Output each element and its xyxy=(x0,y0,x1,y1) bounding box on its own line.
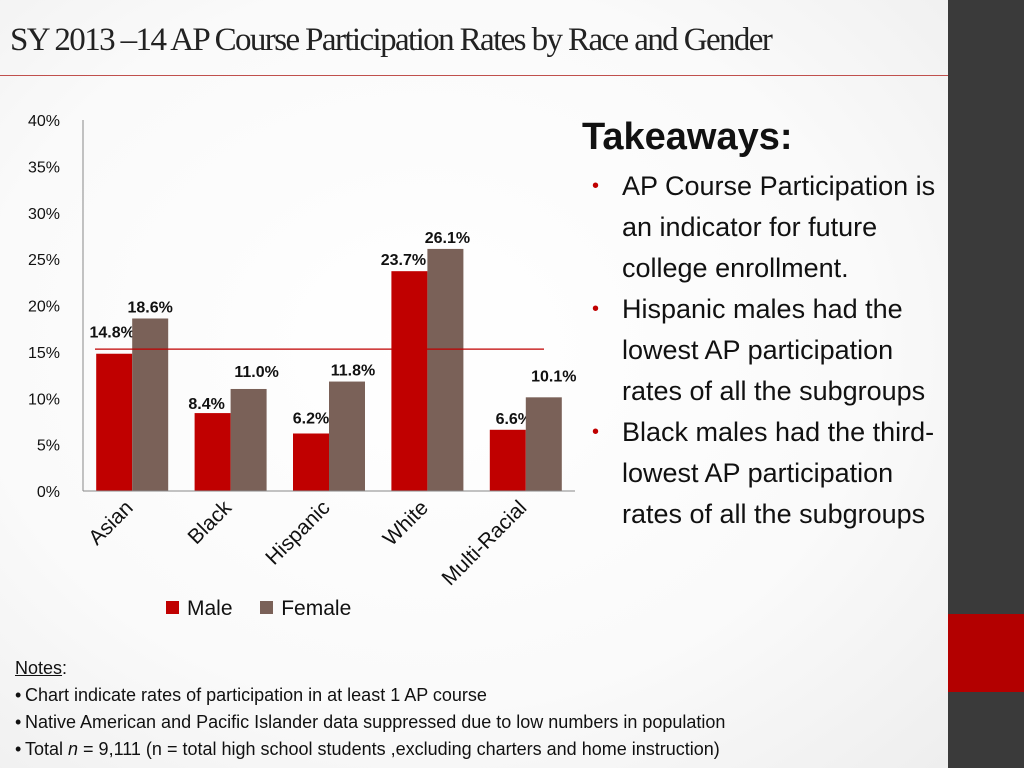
bullet-icon: • xyxy=(592,175,600,197)
legend-swatch-male xyxy=(166,601,179,614)
bar-female-hispanic xyxy=(329,381,365,491)
y-tick-label: 20% xyxy=(28,299,60,316)
takeaway-item: • AP Course Participation is an indicator… xyxy=(592,166,952,289)
legend-swatch-female xyxy=(260,601,274,614)
note-bullet-icon: • xyxy=(15,685,22,705)
data-label: 11.0% xyxy=(234,364,278,381)
takeaway-text: Hispanic males had the lowest AP partici… xyxy=(622,294,926,406)
y-tick-label: 30% xyxy=(28,206,60,223)
title-divider xyxy=(0,75,948,76)
bar-female-black xyxy=(230,388,267,491)
takeaway-text: AP Course Participation is an indicator … xyxy=(622,171,936,283)
x-tick-label: Hispanic xyxy=(261,496,334,569)
takeaway-text: Black males had the third-lowest AP part… xyxy=(622,417,935,529)
data-label: 6.2% xyxy=(293,410,329,427)
data-label: 23.7% xyxy=(381,252,426,269)
note-total-rest: = 9,111 (n = total high school students … xyxy=(78,739,720,759)
legend-item-male: Male xyxy=(166,597,233,620)
bar-female-white xyxy=(427,248,464,491)
bar-male-hispanic xyxy=(293,433,329,491)
data-label: 26.1% xyxy=(425,230,470,247)
y-tick-label: 35% xyxy=(28,159,60,176)
x-tick-label: Black xyxy=(184,496,237,549)
takeaways-heading: Takeaways: xyxy=(582,116,793,158)
bullet-icon: • xyxy=(592,421,600,443)
legend-item-female: Female xyxy=(260,597,351,620)
note-item: • Native American and Pacific Islander da… xyxy=(15,709,725,736)
sidebar-accent-block xyxy=(948,614,1024,692)
data-label: 6.6% xyxy=(496,411,532,428)
bar-female-asian xyxy=(132,318,169,491)
y-tick-label: 25% xyxy=(28,252,60,269)
data-label: 8.4% xyxy=(188,396,224,413)
data-label: 14.8% xyxy=(90,325,135,342)
note-item: • Chart indicate rates of participation i… xyxy=(15,682,725,709)
bullet-icon: • xyxy=(592,298,600,320)
note-total-prefix: Total xyxy=(25,739,69,759)
y-tick-label: 10% xyxy=(28,391,60,408)
notes-heading: Notes: xyxy=(15,658,68,678)
note-text: Native American and Pacific Islander dat… xyxy=(25,712,726,732)
bar-male-black xyxy=(194,413,231,491)
y-tick-label: 5% xyxy=(37,438,60,455)
takeaway-item: • Black males had the third-lowest AP par… xyxy=(592,412,952,535)
bar-chart: 0% 5% 10% 15% 20% 25% 30% 35% 40% 14.8% 18.6% Asian… xyxy=(28,113,577,590)
x-tick-label: Asian xyxy=(84,496,137,549)
note-text: Chart indicate rates of participation in… xyxy=(25,685,487,705)
y-tick-label: 0% xyxy=(37,484,60,501)
slide-title: SY 2013 –14 AP Course Participation Rate… xyxy=(10,22,773,58)
note-total-n: n xyxy=(68,739,79,759)
data-label: 18.6% xyxy=(128,299,173,316)
bar-male-asian xyxy=(96,353,133,491)
takeaway-item: • Hispanic males had the lowest AP partic… xyxy=(592,289,952,412)
data-label: 11.8% xyxy=(331,363,375,380)
legend-label-male: Male xyxy=(187,597,233,620)
legend-label-female: Female xyxy=(281,597,352,620)
takeaways-list: • AP Course Participation is an indicator… xyxy=(592,166,952,535)
notes-section: Notes: • Chart indicate rates of particip… xyxy=(15,655,725,763)
y-tick-label: 15% xyxy=(28,345,60,362)
note-bullet-icon: • xyxy=(15,739,22,759)
bar-male-multi-racial xyxy=(489,429,526,491)
y-tick-label: 40% xyxy=(28,113,60,130)
x-tick-label: White xyxy=(379,496,433,550)
note-item: • Total n = 9,111 (n = total high school … xyxy=(15,736,725,763)
data-label: 10.1% xyxy=(531,368,576,385)
bar-female-multi-racial xyxy=(525,397,562,491)
bar-male-white xyxy=(391,271,428,491)
x-tick-label: Multi-Racial xyxy=(438,496,532,590)
chart-legend: Male Female xyxy=(166,597,351,621)
note-bullet-icon: • xyxy=(15,712,22,732)
notes-label: Notes xyxy=(15,658,63,678)
